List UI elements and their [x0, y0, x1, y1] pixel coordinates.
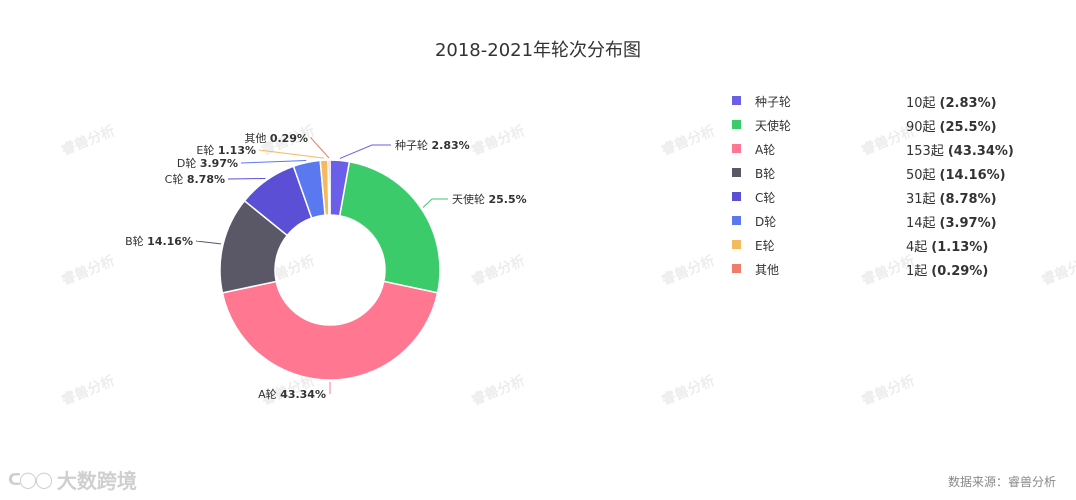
legend-name: C轮 [755, 191, 776, 205]
slice-2[interactable] [338, 160, 441, 294]
legend-swatch [732, 120, 741, 129]
logo-icon: ᑕ◯◯ [8, 470, 53, 489]
slice-label: 其他 0.29% [244, 132, 308, 145]
legend-item[interactable]: C轮 31起 (8.78%) [730, 186, 1050, 210]
leader-line [309, 137, 330, 159]
legend-name: D轮 [755, 215, 777, 229]
watermark: 睿兽分析 [859, 373, 918, 409]
legend-value: 4起 (1.13%) [906, 240, 989, 255]
slice-3[interactable] [221, 280, 439, 381]
legend-swatch [732, 192, 741, 201]
slice-label: B轮 14.16% [125, 234, 193, 248]
slice-label: A轮 43.34% [258, 387, 326, 401]
legend-name: 天使轮 [755, 119, 792, 133]
chart-legend: 种子轮 10起 (2.83%) 天使轮 90起 (25.5%) A轮 153起 (43.34%)… [730, 90, 1050, 282]
legend-value: 31起 (8.78%) [906, 192, 997, 207]
legend-swatch [732, 264, 741, 273]
legend-value: 90起 (25.5%) [906, 120, 997, 135]
legend-value: 153起 (43.34%) [906, 144, 1014, 159]
leader-line [240, 160, 307, 164]
legend-swatch [732, 96, 741, 105]
legend-item[interactable]: A轮 153起 (43.34%) [730, 138, 1050, 162]
legend-swatch [732, 168, 741, 177]
legend-item[interactable]: B轮 50起 (14.16%) [730, 162, 1050, 186]
legend-name: A轮 [755, 143, 776, 157]
leader-line [422, 198, 448, 208]
legend-swatch [732, 144, 741, 153]
footer-logo: ᑕ◯◯ 大数跨境 [8, 465, 137, 494]
slice-label: E轮 1.13% [196, 143, 256, 157]
data-source: 数据来源：睿兽分析 [947, 475, 1056, 489]
slice-label: 天使轮 25.5% [452, 192, 527, 206]
leader-line [227, 177, 266, 180]
legend-value: 14起 (3.97%) [906, 216, 997, 231]
legend-swatch [732, 240, 741, 249]
slice-label: C轮 8.78% [165, 172, 225, 186]
footer-logo-text: 大数跨境 [56, 469, 137, 493]
leader-line [339, 144, 391, 159]
chart-title: 2018-2021年轮次分布图 [434, 40, 642, 61]
slice-label: 种子轮 2.83% [395, 138, 470, 152]
legend-item[interactable]: 天使轮 90起 (25.5%) [730, 114, 1050, 138]
legend-item[interactable]: D轮 14起 (3.97%) [730, 210, 1050, 234]
legend-name: 其他 [755, 263, 780, 277]
legend-item[interactable]: E轮 4起 (1.13%) [730, 234, 1050, 258]
legend-name: 种子轮 [755, 95, 792, 109]
legend-value: 1起 (0.29%) [906, 264, 989, 279]
leader-line [258, 149, 325, 159]
leader-line [195, 240, 222, 245]
legend-name: B轮 [755, 167, 776, 181]
legend-swatch [732, 216, 741, 225]
legend-item[interactable]: 其他 1起 (0.29%) [730, 258, 1050, 282]
donut-chart: 种子轮 2.83% 天使轮 25.5% A轮 43.34% B轮 14.16% C轮 8… [125, 132, 527, 401]
legend-value: 10起 (2.83%) [906, 96, 997, 111]
legend-item[interactable]: 种子轮 10起 (2.83%) [730, 90, 1050, 114]
slice-8[interactable] [327, 159, 331, 216]
legend-value: 50起 (14.16%) [906, 168, 1006, 183]
slice-label: D轮 3.97% [177, 156, 238, 170]
legend-name: E轮 [755, 239, 775, 253]
